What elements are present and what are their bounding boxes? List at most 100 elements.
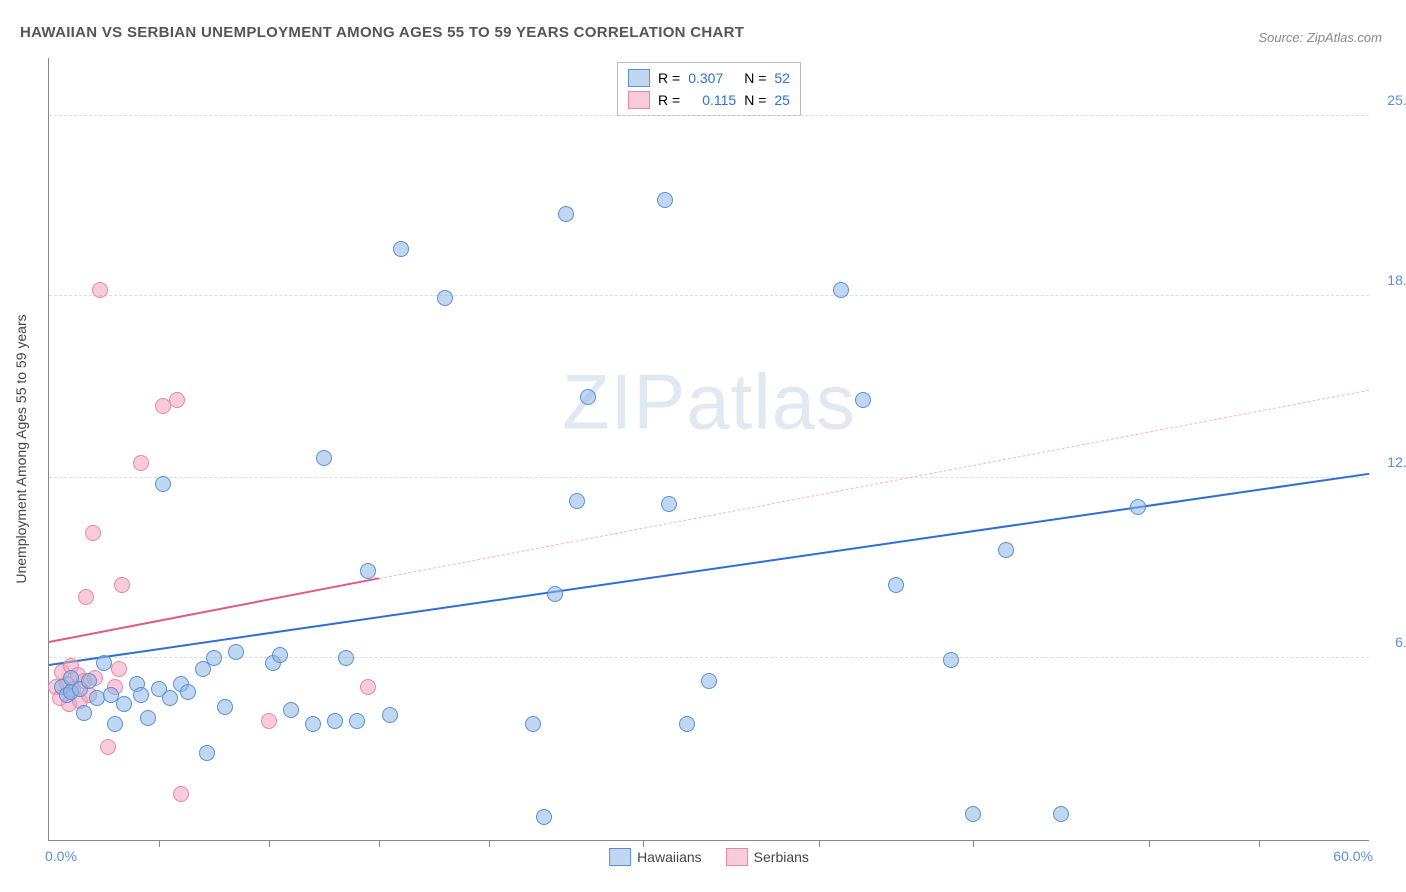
n-label: N = [744, 67, 766, 89]
hawaiians-point [155, 476, 171, 492]
hawaiians-point [107, 716, 123, 732]
serbians-swatch [726, 848, 748, 866]
source-name: ZipAtlas.com [1307, 30, 1382, 45]
hawaiians-point [140, 710, 156, 726]
hawaiians-point [943, 652, 959, 668]
serbians-n-value: 25 [774, 89, 790, 111]
hawaiians-point [547, 586, 563, 602]
hawaiians-point [558, 206, 574, 222]
x-tick [1149, 840, 1150, 847]
series-legend-item: Hawaiians [609, 848, 702, 866]
serbians-point [100, 739, 116, 755]
hawaiians-point [180, 684, 196, 700]
hawaiians-point [133, 687, 149, 703]
hawaiians-point [1053, 806, 1069, 822]
x-tick [159, 840, 160, 847]
grid-line [49, 295, 1369, 296]
chart-title: HAWAIIAN VS SERBIAN UNEMPLOYMENT AMONG A… [20, 24, 744, 41]
x-tick [973, 840, 974, 847]
grid-line [49, 477, 1369, 478]
serbians-point [85, 525, 101, 541]
hawaiians-point [349, 713, 365, 729]
serbians-point [111, 661, 127, 677]
x-tick [643, 840, 644, 847]
hawaiians-swatch [628, 69, 650, 87]
hawaiians-point [888, 577, 904, 593]
serbians-point [173, 786, 189, 802]
hawaiians-point [1130, 499, 1146, 515]
hawaiians-n-value: 52 [774, 67, 790, 89]
serbians-swatch [628, 91, 650, 109]
hawaiians-point [327, 713, 343, 729]
hawaiians-point [338, 650, 354, 666]
trend-line [379, 390, 1369, 579]
series-legend: Hawaiians Serbians [609, 848, 809, 866]
serbians-point [92, 282, 108, 298]
serbians-label: Serbians [754, 849, 809, 865]
source-credit: Source: ZipAtlas.com [1258, 30, 1382, 45]
y-tick-label: 25.0% [1387, 92, 1406, 108]
series-legend-item: Serbians [726, 848, 809, 866]
y-tick-label: 18.8% [1387, 272, 1406, 288]
serbians-point [261, 713, 277, 729]
hawaiians-point [360, 563, 376, 579]
x-tick [379, 840, 380, 847]
hawaiians-point [316, 450, 332, 466]
hawaiians-label: Hawaiians [637, 849, 702, 865]
serbians-point [169, 392, 185, 408]
serbians-point [360, 679, 376, 695]
y-tick-label: 6.3% [1395, 634, 1406, 650]
x-tick [819, 840, 820, 847]
hawaiians-point [228, 644, 244, 660]
hawaiians-point [272, 647, 288, 663]
y-axis-label: Unemployment Among Ages 55 to 59 years [13, 314, 29, 583]
hawaiians-point [162, 690, 178, 706]
hawaiians-point [76, 705, 92, 721]
n-label: N = [744, 89, 766, 111]
hawaiians-swatch [609, 848, 631, 866]
watermark: ZIPatlas [562, 357, 856, 448]
hawaiians-point [569, 493, 585, 509]
x-axis-min-label: 0.0% [45, 848, 77, 864]
x-tick [1259, 840, 1260, 847]
hawaiians-point [81, 673, 97, 689]
hawaiians-point [679, 716, 695, 732]
serbians-r-value: 0.115 [688, 89, 736, 111]
x-tick [489, 840, 490, 847]
serbians-point [114, 577, 130, 593]
source-prefix: Source: [1258, 30, 1306, 45]
hawaiians-point [116, 696, 132, 712]
correlation-legend: R = 0.307 N = 52 R = 0.115 N = 25 [617, 62, 801, 116]
y-tick-label: 12.5% [1387, 454, 1406, 470]
hawaiians-point [701, 673, 717, 689]
serbians-point [78, 589, 94, 605]
grid-line [49, 657, 1369, 658]
x-axis-max-label: 60.0% [1333, 848, 1373, 864]
hawaiians-point [536, 809, 552, 825]
hawaiians-point [965, 806, 981, 822]
hawaiians-point [199, 745, 215, 761]
hawaiians-point [283, 702, 299, 718]
trend-line [49, 577, 379, 643]
hawaiians-point [393, 241, 409, 257]
hawaiians-point [437, 290, 453, 306]
hawaiians-point [305, 716, 321, 732]
hawaiians-point [661, 496, 677, 512]
hawaiians-point [96, 655, 112, 671]
hawaiians-point [657, 192, 673, 208]
serbians-point [133, 455, 149, 471]
r-label: R = [658, 67, 680, 89]
correlation-legend-row: R = 0.115 N = 25 [628, 89, 790, 111]
hawaiians-point [217, 699, 233, 715]
x-tick [269, 840, 270, 847]
hawaiians-point [382, 707, 398, 723]
correlation-legend-row: R = 0.307 N = 52 [628, 67, 790, 89]
hawaiians-point [580, 389, 596, 405]
r-label: R = [658, 89, 680, 111]
hawaiians-point [525, 716, 541, 732]
hawaiians-point [833, 282, 849, 298]
grid-line [49, 115, 1369, 116]
hawaiians-point [998, 542, 1014, 558]
plot-area: Unemployment Among Ages 55 to 59 years Z… [48, 58, 1369, 841]
trend-line [49, 473, 1369, 666]
